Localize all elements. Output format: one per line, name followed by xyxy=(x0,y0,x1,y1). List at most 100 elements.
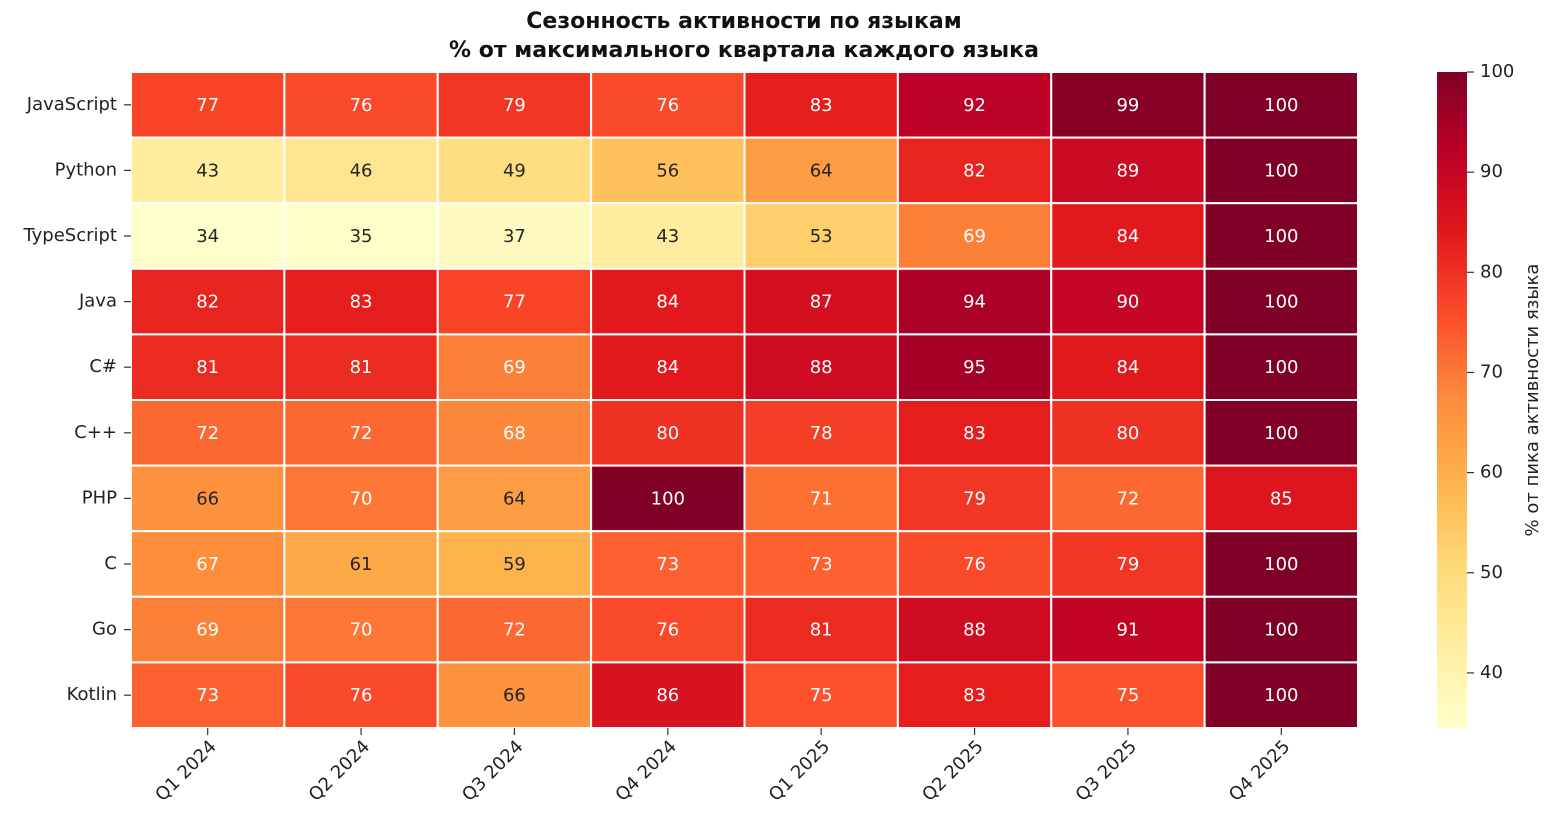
x-tick-label: Q2 2024 xyxy=(305,736,374,805)
colorbar-label: % от пика активности языка xyxy=(1522,264,1543,537)
cell-label: 34 xyxy=(196,226,219,247)
y-tick-label: TypeScript xyxy=(22,225,117,246)
heatmap-cell xyxy=(896,202,1053,270)
heatmap-cell xyxy=(743,333,899,401)
heatmap-cell xyxy=(1203,530,1359,598)
heatmap-cell xyxy=(743,399,899,467)
cell-label: 100 xyxy=(1264,95,1298,116)
heatmap-cell xyxy=(436,202,593,270)
heatmap-cell xyxy=(283,595,439,664)
cell-label: 81 xyxy=(350,357,373,378)
cell-label: 69 xyxy=(196,620,219,641)
cell-label: 84 xyxy=(656,357,679,378)
colorbar-tick-label: 60 xyxy=(1480,462,1503,483)
cell-label: 82 xyxy=(196,292,219,313)
cell-label: 84 xyxy=(1116,357,1139,378)
heatmap-cell xyxy=(436,399,593,467)
heatmap-cell xyxy=(590,267,746,336)
heatmap-cell xyxy=(896,71,1053,139)
cell-label: 75 xyxy=(1116,685,1139,706)
cell-label: 84 xyxy=(656,292,679,313)
cell-label: 61 xyxy=(350,554,373,575)
cell-label: 59 xyxy=(503,554,526,575)
cell-label: 95 xyxy=(963,357,986,378)
colorbar-tick-label: 100 xyxy=(1480,61,1514,82)
y-tick-label: C# xyxy=(89,356,117,377)
heatmap-cell xyxy=(1050,399,1206,467)
heatmap-cell xyxy=(743,595,899,664)
cell-label: 66 xyxy=(196,488,219,509)
x-tick-label: Q3 2025 xyxy=(1072,736,1141,805)
cell-label: 100 xyxy=(1264,423,1298,444)
heatmap-cell xyxy=(130,661,286,730)
x-tick-label: Q1 2025 xyxy=(765,736,834,805)
cell-label: 100 xyxy=(1264,685,1298,706)
heatmap-cell xyxy=(1050,333,1206,401)
heatmap-cell xyxy=(896,464,1053,533)
cell-label: 100 xyxy=(1264,620,1298,641)
cell-label: 73 xyxy=(810,554,833,575)
cell-label: 43 xyxy=(196,160,219,181)
y-tick-label: Java xyxy=(78,291,117,312)
cell-label: 80 xyxy=(656,423,679,444)
y-tick-label: PHP xyxy=(82,487,117,508)
heatmap-cell xyxy=(1203,71,1359,139)
cell-label: 92 xyxy=(963,95,986,116)
heatmap-cell xyxy=(1050,202,1206,270)
cell-label: 56 xyxy=(656,160,679,181)
cell-label: 35 xyxy=(350,226,373,247)
colorbar-tick-label: 50 xyxy=(1480,562,1503,583)
cell-label: 70 xyxy=(350,488,373,509)
cell-label: 64 xyxy=(810,160,833,181)
heatmap-cell xyxy=(436,595,593,664)
cell-label: 94 xyxy=(963,292,986,313)
heatmap-cell xyxy=(590,202,746,270)
colorbar-tick-label: 90 xyxy=(1480,161,1503,182)
cell-label: 91 xyxy=(1116,620,1139,641)
cell-label: 82 xyxy=(963,160,986,181)
cell-label: 66 xyxy=(503,685,526,706)
cell-label: 85 xyxy=(1270,488,1293,509)
cell-label: 68 xyxy=(503,423,526,444)
heatmap-cell xyxy=(436,661,593,730)
heatmap-cell xyxy=(1050,464,1206,533)
cell-label: 64 xyxy=(503,488,526,509)
cell-label: 86 xyxy=(656,685,679,706)
heatmap-cell xyxy=(896,661,1053,730)
cell-label: 69 xyxy=(963,226,986,247)
heatmap-cell xyxy=(283,202,439,270)
cell-label: 76 xyxy=(350,685,373,706)
heatmap-cell xyxy=(130,71,286,139)
heatmap-cell xyxy=(1203,136,1359,205)
heatmap-cell xyxy=(743,202,899,270)
heatmap-cell xyxy=(1203,464,1359,533)
cell-label: 69 xyxy=(503,357,526,378)
y-tick-label: Go xyxy=(92,619,117,640)
cell-label: 84 xyxy=(1116,226,1139,247)
cell-label: 76 xyxy=(656,620,679,641)
heatmap-cell xyxy=(1050,267,1206,336)
heatmap-cell xyxy=(743,661,899,730)
x-tick-label: Q2 2025 xyxy=(918,736,987,805)
cell-label: 76 xyxy=(350,95,373,116)
heatmap-cell xyxy=(283,136,439,205)
heatmap-cell xyxy=(283,71,439,139)
heatmap-cell xyxy=(436,530,593,598)
cell-label: 77 xyxy=(503,292,526,313)
cell-label: 83 xyxy=(963,423,986,444)
cell-label: 88 xyxy=(963,620,986,641)
cell-label: 53 xyxy=(810,226,833,247)
x-tick-label: Q1 2024 xyxy=(151,736,220,805)
heatmap-cell xyxy=(896,136,1053,205)
chart-subtitle: % от максимального квартала каждого язык… xyxy=(449,38,1039,63)
y-tick-label: C++ xyxy=(74,422,117,443)
cell-label: 72 xyxy=(196,423,219,444)
cell-label: 100 xyxy=(1264,357,1298,378)
cell-label: 75 xyxy=(810,685,833,706)
cell-label: 79 xyxy=(503,95,526,116)
cell-label: 67 xyxy=(196,554,219,575)
x-tick-label: Q4 2025 xyxy=(1225,736,1294,805)
x-tick-label: Q3 2024 xyxy=(458,736,527,805)
y-tick-label: C xyxy=(104,553,117,574)
heatmap-cell xyxy=(590,595,746,664)
